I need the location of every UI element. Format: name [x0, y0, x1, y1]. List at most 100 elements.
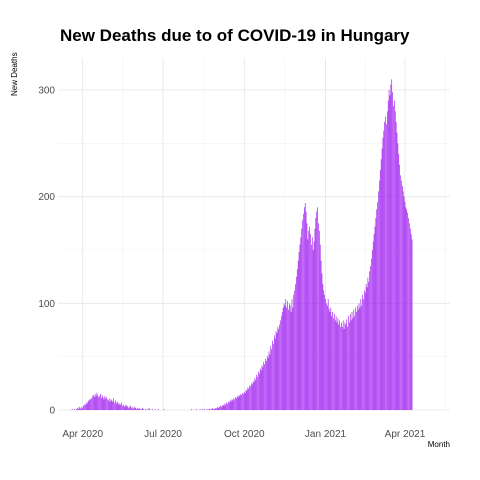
- bar: [112, 401, 114, 410]
- bar: [263, 362, 265, 410]
- bar: [82, 407, 84, 410]
- bar: [267, 357, 269, 410]
- bar: [245, 389, 247, 410]
- bar: [306, 223, 308, 410]
- bar: [224, 403, 226, 410]
- bar: [108, 398, 110, 410]
- bar: [95, 396, 97, 410]
- bar: [357, 309, 359, 410]
- bar: [335, 316, 337, 410]
- bar: [319, 244, 321, 410]
- bar: [229, 400, 231, 410]
- bar: [347, 326, 348, 410]
- bar: [288, 309, 289, 410]
- x-tick-label: Apr 2020: [62, 429, 103, 440]
- bar: [252, 381, 254, 410]
- bar: [109, 401, 111, 410]
- bar: [359, 307, 361, 410]
- bar: [400, 175, 401, 410]
- bar: [268, 351, 270, 410]
- y-axis-ticks: 0 100 200 300: [38, 86, 55, 417]
- bar: [341, 326, 343, 410]
- bar: [223, 405, 225, 410]
- bar: [83, 405, 84, 410]
- bar: [378, 191, 379, 410]
- bar: [258, 373, 260, 410]
- x-axis-label: Month: [427, 440, 450, 449]
- bar: [351, 311, 353, 410]
- y-axis-label: New Deaths: [10, 52, 19, 96]
- bar: [265, 358, 266, 410]
- bar: [77, 408, 79, 410]
- bar: [379, 180, 380, 410]
- bar: [130, 405, 131, 410]
- bar: [92, 396, 93, 410]
- bar: [243, 391, 245, 410]
- bar: [364, 292, 366, 410]
- bar: [85, 404, 86, 410]
- bar: [196, 408, 197, 410]
- bar: [256, 374, 257, 410]
- bar: [92, 395, 94, 410]
- bar: [337, 318, 339, 410]
- bar: [352, 318, 354, 410]
- bar: [228, 401, 229, 410]
- bar: [106, 397, 107, 410]
- bar: [346, 319, 348, 410]
- bar: [261, 365, 263, 410]
- bar: [213, 408, 215, 410]
- bar: [128, 407, 129, 410]
- bar: [325, 299, 326, 410]
- bar: [393, 106, 394, 410]
- bar: [230, 401, 232, 410]
- bar: [368, 282, 370, 410]
- bar: [292, 307, 294, 410]
- bar: [113, 398, 114, 410]
- bar: [380, 159, 382, 410]
- bar: [238, 395, 240, 410]
- bar: [300, 237, 302, 410]
- bar: [91, 398, 92, 410]
- bar: [260, 370, 262, 410]
- bar: [401, 186, 403, 410]
- bar: [322, 284, 324, 410]
- bar: [235, 397, 236, 410]
- bar: [336, 322, 338, 410]
- bar: [257, 376, 258, 410]
- bar: [309, 226, 310, 410]
- bar: [356, 305, 358, 410]
- bar: [273, 343, 274, 410]
- bar: [401, 180, 402, 410]
- bar: [396, 132, 398, 410]
- bar: [282, 307, 284, 410]
- bar: [107, 400, 109, 410]
- bar: [123, 404, 124, 410]
- bar: [116, 401, 118, 410]
- bar: [84, 404, 85, 410]
- bar: [307, 239, 309, 410]
- bar: [338, 324, 340, 410]
- bar: [316, 211, 318, 410]
- bar: [231, 399, 233, 410]
- bar: [79, 407, 81, 410]
- bar: [104, 396, 106, 410]
- bar: [85, 402, 87, 410]
- bar: [328, 308, 330, 410]
- bar: [361, 305, 363, 410]
- bar: [262, 367, 264, 410]
- bar: [355, 307, 356, 410]
- bar: [290, 311, 292, 410]
- bar: [281, 311, 283, 410]
- bar: [391, 79, 393, 410]
- bar: [86, 403, 88, 410]
- bar: [383, 130, 385, 411]
- bar: [251, 384, 253, 410]
- bar: [163, 408, 165, 410]
- bar: [326, 305, 328, 410]
- y-tick-label: 300: [38, 86, 55, 97]
- bar: [215, 408, 217, 410]
- bar: [299, 244, 301, 410]
- bar: [388, 90, 390, 410]
- bar: [255, 380, 257, 410]
- bar: [94, 394, 96, 410]
